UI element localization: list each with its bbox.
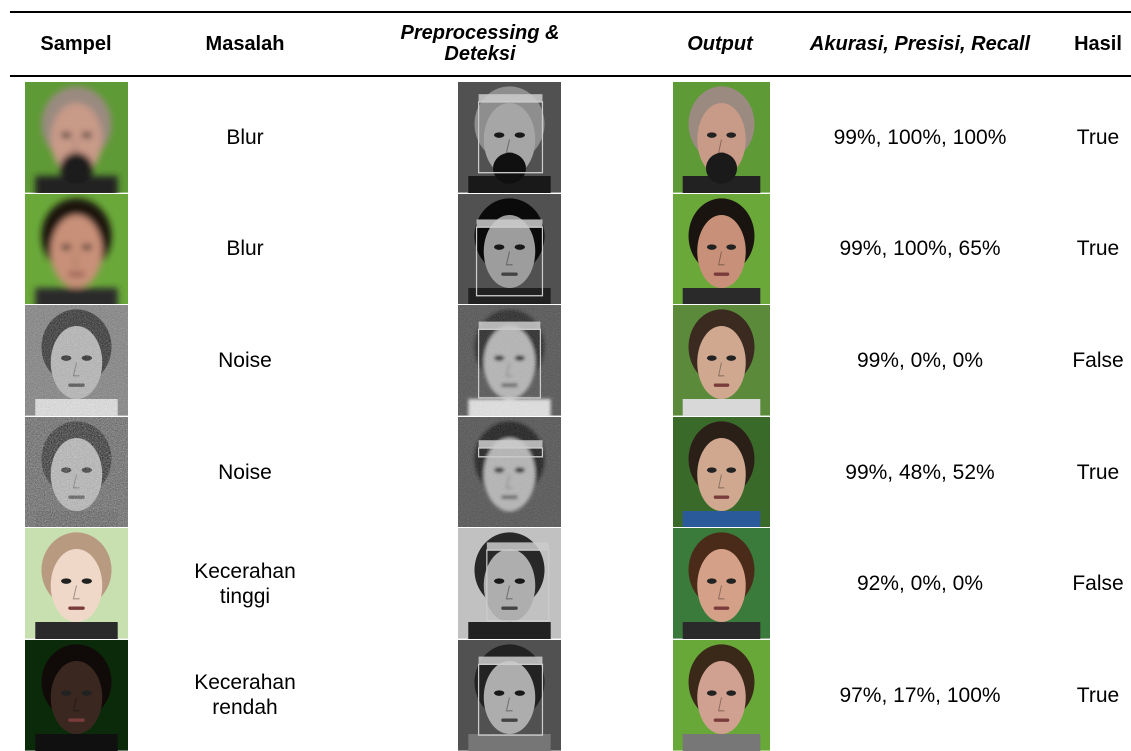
header-rule (10, 75, 1131, 77)
result: True (1065, 417, 1131, 528)
sample-image (25, 417, 128, 533)
problem: Kecerahan rendah (165, 640, 325, 751)
output-image (673, 640, 770, 751)
output-image (673, 417, 770, 533)
result: False (1065, 528, 1131, 639)
sample-image (25, 82, 128, 198)
metrics: 99%, 48%, 52% (800, 417, 1040, 528)
header-cell: Sampel (20, 13, 132, 75)
sample-image (25, 194, 128, 310)
detection-image (458, 82, 561, 198)
output-image (673, 82, 770, 198)
metrics: 99%, 100%, 100% (800, 82, 1040, 193)
sample-image (25, 528, 128, 644)
problem: Blur (165, 82, 325, 193)
sample-image (25, 640, 128, 751)
header-cell: Masalah (175, 13, 315, 75)
detection-image (458, 305, 561, 421)
result: False (1065, 305, 1131, 416)
header-cell: Preprocessing & Deteksi (385, 13, 575, 75)
header-cell: Akurasi, Presisi, Recall (800, 13, 1040, 75)
detection-image (458, 528, 561, 644)
header-cell: Hasil (1065, 13, 1131, 75)
problem: Blur (165, 194, 325, 305)
detection-image (458, 640, 561, 751)
output-image (673, 305, 770, 421)
metrics: 99%, 100%, 65% (800, 194, 1040, 305)
output-image (673, 194, 770, 310)
result: True (1065, 640, 1131, 751)
detection-image (458, 417, 561, 533)
page: Sampel Masalah Preprocessing & Deteksi Outp… (0, 0, 1131, 751)
header-cell: Output (660, 13, 780, 75)
problem: Noise (165, 417, 325, 528)
metrics: 92%, 0%, 0% (800, 528, 1040, 639)
sample-image (25, 305, 128, 421)
metrics: 97%, 17%, 100% (800, 640, 1040, 751)
problem: Kecerahan tinggi (165, 528, 325, 639)
problem: Noise (165, 305, 325, 416)
detection-image (458, 194, 561, 310)
metrics: 99%, 0%, 0% (800, 305, 1040, 416)
result: True (1065, 194, 1131, 305)
output-image (673, 528, 770, 644)
result: True (1065, 82, 1131, 193)
